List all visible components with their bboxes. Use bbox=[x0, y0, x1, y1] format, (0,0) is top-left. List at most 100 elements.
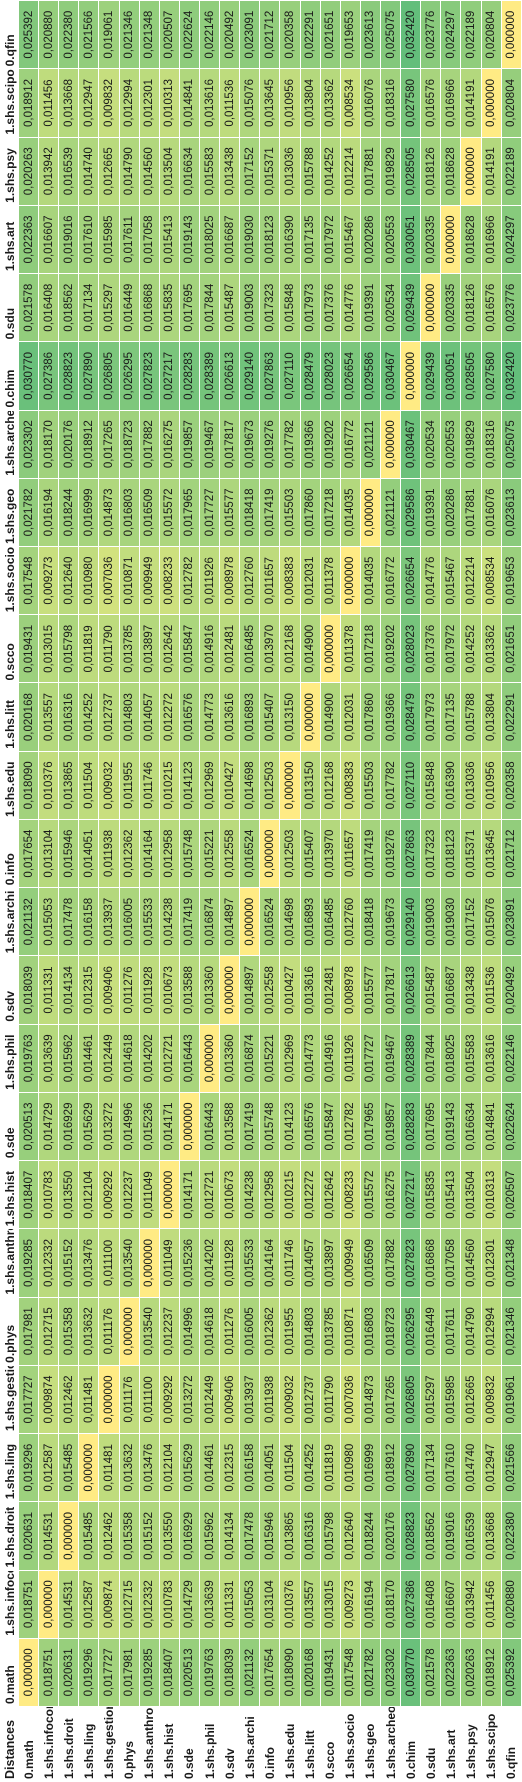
distance-cell: 0,013616 bbox=[300, 955, 321, 1025]
distance-cell: 0,020880 bbox=[501, 1570, 522, 1639]
distance-cell: 0,011276 bbox=[119, 955, 140, 1025]
distance-cell: 0,014202 bbox=[199, 1228, 220, 1298]
row-header: 1.shs.anthro bbox=[139, 1706, 160, 1782]
distance-cell: 0,021712 bbox=[501, 819, 522, 888]
row-header: 1.shs.art bbox=[440, 1706, 461, 1782]
distance-cell: 0,014897 bbox=[239, 955, 260, 1025]
distance-cell: 0,022624 bbox=[501, 1092, 522, 1161]
distance-cell: 0,018126 bbox=[460, 273, 482, 342]
table-row: 0.sdv 0,018039 0,011331 0,014134 0,012315 0,0… bbox=[219, 0, 240, 1782]
distance-cell: 0,010427 bbox=[219, 751, 240, 820]
distance-cell: 0,013150 bbox=[300, 751, 321, 820]
distance-cell: 0,016576 bbox=[481, 273, 502, 342]
distance-cell: 0,018418 bbox=[239, 478, 260, 547]
column-header: 0.sdu bbox=[0, 273, 19, 342]
distance-cell: 0,012481 bbox=[320, 955, 341, 1025]
distance-cell: 0,014900 bbox=[300, 614, 321, 683]
distance-cell: 0,019763 bbox=[199, 1638, 220, 1707]
row-header: 0.sdu bbox=[420, 1706, 441, 1782]
distance-cell: 0,017548 bbox=[340, 1638, 361, 1707]
column-header: 0.phys bbox=[0, 1297, 19, 1366]
distance-cell: 0,017135 bbox=[440, 682, 461, 752]
column-header: 1.shs.archi bbox=[0, 887, 19, 956]
table-row: 0.info 0,017654 0,013104 0,015946 0,014051 0,… bbox=[259, 0, 280, 1782]
distance-cell: 0,027580 bbox=[400, 68, 421, 138]
distance-cell: 0,016634 bbox=[460, 1092, 482, 1161]
distance-cell: 0,016275 bbox=[380, 1160, 401, 1229]
distance-cell: 0,011100 bbox=[98, 1228, 120, 1298]
distance-cell: 0,013937 bbox=[98, 887, 120, 956]
distance-cell: 0,029439 bbox=[420, 341, 441, 411]
distance-cell: 0,018025 bbox=[199, 205, 220, 274]
distance-cell: 0,012272 bbox=[300, 1160, 321, 1229]
distance-cell: 0,016005 bbox=[119, 887, 140, 956]
distance-cell: 0,020492 bbox=[219, 0, 240, 69]
column-header: 1.shs.geo bbox=[0, 478, 19, 547]
distance-cell: 0,014790 bbox=[119, 137, 140, 206]
distance-cell: 0,013645 bbox=[481, 819, 502, 888]
distance-cell: 0,013970 bbox=[320, 819, 341, 888]
table-row: 0.sde 0,020513 0,014729 0,016929 0,015629 0,0… bbox=[179, 0, 200, 1782]
distance-cell: 0,022380 bbox=[501, 1501, 522, 1571]
distance-cell: 0,015577 bbox=[360, 955, 381, 1025]
distance-cell: 0,010313 bbox=[481, 1160, 502, 1229]
distance-cell: 0,015835 bbox=[420, 1160, 441, 1229]
distance-cell: 0,013272 bbox=[98, 1092, 120, 1161]
distance-cell: 0,018123 bbox=[259, 205, 280, 274]
distance-cell: 0,022146 bbox=[501, 1024, 522, 1093]
distance-cell: 0,018316 bbox=[380, 68, 401, 138]
distance-cell: 0,015985 bbox=[98, 205, 120, 274]
distance-cell: 0,029439 bbox=[400, 273, 421, 342]
distance-cell: 0,013668 bbox=[58, 68, 79, 138]
distance-cell: 0,020286 bbox=[440, 478, 461, 547]
distance-cell: 0,016803 bbox=[119, 478, 140, 547]
distance-cell: 0,015358 bbox=[119, 1501, 140, 1571]
distance-cell: 0,015583 bbox=[199, 137, 220, 206]
distance-cell: 0,013540 bbox=[139, 1297, 160, 1366]
distance-cell: 0,011746 bbox=[279, 1228, 301, 1298]
distance-cell: 0,012642 bbox=[159, 614, 180, 683]
distance-cell: 0,000000 bbox=[400, 341, 421, 411]
distance-cell: 0,012721 bbox=[199, 1160, 220, 1229]
distance-cell: 0,010956 bbox=[481, 751, 502, 820]
column-header: 1.shs.scipo bbox=[0, 68, 19, 138]
distance-cell: 0,015533 bbox=[139, 887, 160, 956]
distance-cell: 0,016485 bbox=[239, 614, 260, 683]
distance-cell: 0,012782 bbox=[340, 1092, 361, 1161]
distance-cell: 0,019276 bbox=[259, 410, 280, 479]
distance-cell: 0,011276 bbox=[219, 1297, 240, 1366]
distance-cell: 0,014776 bbox=[420, 546, 441, 615]
distance-cell: 0,028505 bbox=[460, 341, 482, 411]
distance-cell: 0,014729 bbox=[38, 1092, 59, 1161]
distance-cell: 0,016524 bbox=[239, 819, 260, 888]
distance-cell: 0,012947 bbox=[78, 68, 99, 138]
distance-cell: 0,000000 bbox=[501, 0, 522, 69]
distance-cell: 0,015297 bbox=[420, 1365, 441, 1434]
distance-cell: 0,013015 bbox=[38, 614, 59, 683]
distance-cell: 0,009032 bbox=[98, 751, 120, 820]
distance-cell: 0,013942 bbox=[460, 1570, 482, 1639]
distance-cell: 0,014773 bbox=[199, 682, 220, 752]
distance-cell: 0,030770 bbox=[400, 1638, 421, 1707]
distance-cell: 0,013785 bbox=[320, 1297, 341, 1366]
distance-cell: 0,012737 bbox=[300, 1365, 321, 1434]
distance-cell: 0,019467 bbox=[199, 410, 220, 479]
distance-cell: 0,014202 bbox=[139, 1024, 160, 1093]
distance-cell: 0,011657 bbox=[259, 546, 280, 615]
distance-cell: 0,014164 bbox=[259, 1228, 280, 1298]
distance-cell: 0,019061 bbox=[98, 0, 120, 69]
distance-cell: 0,018562 bbox=[420, 1501, 441, 1571]
distance-cell: 0,018628 bbox=[440, 137, 461, 206]
distance-cell: 0,017882 bbox=[139, 410, 160, 479]
row-header: 1.shs.scipo bbox=[481, 1706, 502, 1782]
distance-cell: 0,014134 bbox=[219, 1501, 240, 1571]
distance-cell: 0,026295 bbox=[119, 341, 140, 411]
distance-cell: 0,010980 bbox=[340, 1433, 361, 1502]
column-header: 1.shs.phil bbox=[0, 1024, 19, 1093]
distance-cell: 0,018723 bbox=[380, 1297, 401, 1366]
distance-cell: 0,022363 bbox=[18, 205, 39, 274]
distance-cell: 0,008233 bbox=[159, 546, 180, 615]
distance-cell: 0,017265 bbox=[98, 410, 120, 479]
distance-cell: 0,019003 bbox=[420, 887, 441, 956]
distance-cell: 0,014916 bbox=[199, 614, 220, 683]
